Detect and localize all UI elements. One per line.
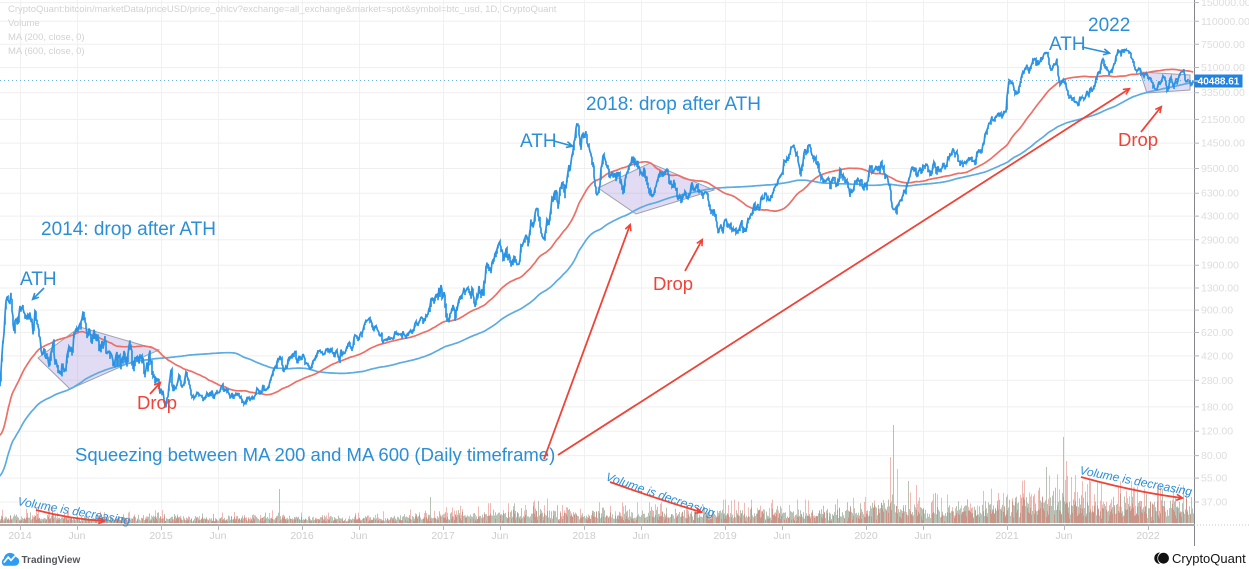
svg-text:9500.00: 9500.00 <box>1201 163 1239 175</box>
svg-text:51000.00: 51000.00 <box>1201 62 1245 74</box>
svg-text:2018: 2018 <box>572 530 596 542</box>
svg-text:Jun: Jun <box>351 530 368 542</box>
svg-text:40488.61: 40488.61 <box>1198 77 1240 88</box>
svg-text:TradingView: TradingView <box>22 555 81 566</box>
svg-text:14500.00: 14500.00 <box>1201 138 1245 150</box>
svg-text:420.00: 420.00 <box>1201 350 1233 362</box>
svg-text:Drop: Drop <box>653 273 693 294</box>
svg-text:Jun: Jun <box>69 530 86 542</box>
svg-text:Drop: Drop <box>1118 129 1158 150</box>
svg-text:2020: 2020 <box>854 530 878 542</box>
svg-text:80.00: 80.00 <box>1201 450 1227 462</box>
svg-text:620.00: 620.00 <box>1201 327 1233 339</box>
svg-text:280.00: 280.00 <box>1201 375 1233 387</box>
svg-text:120.00: 120.00 <box>1201 426 1233 438</box>
svg-text:1900.00: 1900.00 <box>1201 260 1239 272</box>
svg-text:Jun: Jun <box>915 530 932 542</box>
svg-text:2018: drop after ATH: 2018: drop after ATH <box>586 94 761 115</box>
svg-text:21500.00: 21500.00 <box>1201 114 1245 126</box>
svg-text:1300.00: 1300.00 <box>1201 283 1239 295</box>
svg-text:Jun: Jun <box>492 530 509 542</box>
svg-text:Drop: Drop <box>137 392 177 413</box>
svg-text:2022: 2022 <box>1088 15 1130 36</box>
svg-text:2014: 2014 <box>8 530 32 542</box>
svg-text:900.00: 900.00 <box>1201 305 1233 317</box>
svg-text:150000.00: 150000.00 <box>1201 0 1249 9</box>
svg-text:33500.00: 33500.00 <box>1201 87 1245 99</box>
svg-text:MA (200, close, 0): MA (200, close, 0) <box>8 32 85 43</box>
svg-text:4300.00: 4300.00 <box>1201 211 1239 223</box>
svg-text:37.00: 37.00 <box>1201 497 1227 509</box>
svg-text:2017: 2017 <box>431 530 455 542</box>
svg-text:MA (600, close, 0): MA (600, close, 0) <box>8 46 85 57</box>
svg-text:Volume: Volume <box>8 18 40 29</box>
svg-text:Jun: Jun <box>774 530 791 542</box>
svg-text:2900.00: 2900.00 <box>1201 234 1239 246</box>
svg-text:110000.00: 110000.00 <box>1201 16 1249 28</box>
svg-text:CryptoQuant:bitcoin/marketData: CryptoQuant:bitcoin/marketData/priceUSD/… <box>8 4 557 15</box>
svg-text:2016: 2016 <box>290 530 314 542</box>
svg-text:6300.00: 6300.00 <box>1201 188 1239 200</box>
svg-text:55.00: 55.00 <box>1201 473 1227 485</box>
svg-text:75000.00: 75000.00 <box>1201 39 1245 51</box>
svg-text:2019: 2019 <box>713 530 737 542</box>
svg-text:Jun: Jun <box>210 530 227 542</box>
svg-text:2021: 2021 <box>995 530 1019 542</box>
svg-text:CryptoQuant: CryptoQuant <box>1172 551 1246 566</box>
svg-text:2015: 2015 <box>149 530 173 542</box>
svg-text:2022: 2022 <box>1136 530 1160 542</box>
svg-text:ATH: ATH <box>20 269 57 290</box>
svg-text:ATH: ATH <box>520 131 557 152</box>
svg-text:180.00: 180.00 <box>1201 401 1233 413</box>
svg-text:Squeezing between MA 200 and M: Squeezing between MA 200 and MA 600 (Dai… <box>75 444 555 465</box>
svg-text:Jun: Jun <box>1056 530 1073 542</box>
svg-text:Jun: Jun <box>633 530 650 542</box>
svg-text:ATH: ATH <box>1049 34 1086 55</box>
svg-text:2014: drop after ATH: 2014: drop after ATH <box>41 219 216 240</box>
